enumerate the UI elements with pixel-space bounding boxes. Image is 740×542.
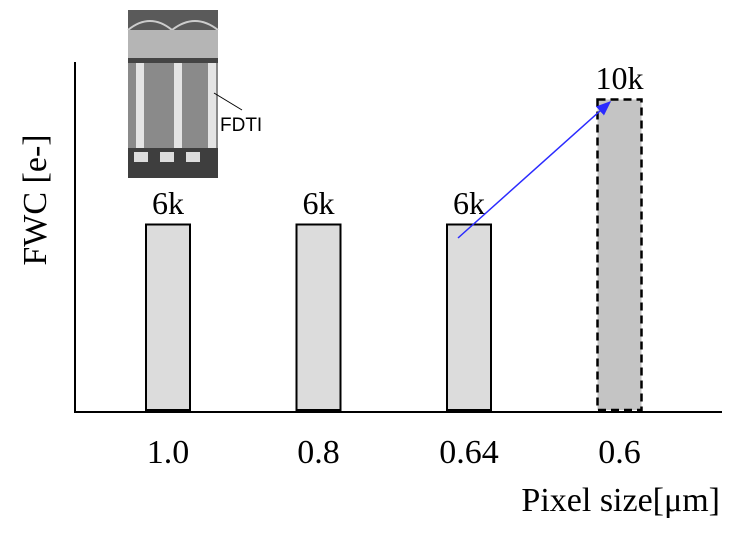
x-tick-label: 0.8 <box>297 434 340 471</box>
data-label: 6k <box>453 185 485 221</box>
annotation: FDTI <box>220 115 262 136</box>
data-label: 6k <box>152 185 184 221</box>
x-tick-label: 0.64 <box>439 434 499 471</box>
bar <box>446 223 492 411</box>
data-label: 6k <box>303 185 335 221</box>
x-axis-title: Pixel size[μm] <box>521 482 720 519</box>
bar <box>145 223 191 411</box>
bars: 1.0 6k 0.8 6k 0.64 6k 0.6 10k <box>145 60 644 471</box>
annotation-leader <box>213 92 243 111</box>
x-tick-label: 1.0 <box>147 434 190 471</box>
x-tick-label: 0.6 <box>598 434 641 471</box>
y-axis-title: FWC [e-] <box>17 134 54 265</box>
bar <box>596 98 643 412</box>
inset-image <box>127 10 219 178</box>
data-label: 10k <box>596 60 644 96</box>
bar <box>295 223 342 411</box>
arrow <box>457 100 612 239</box>
